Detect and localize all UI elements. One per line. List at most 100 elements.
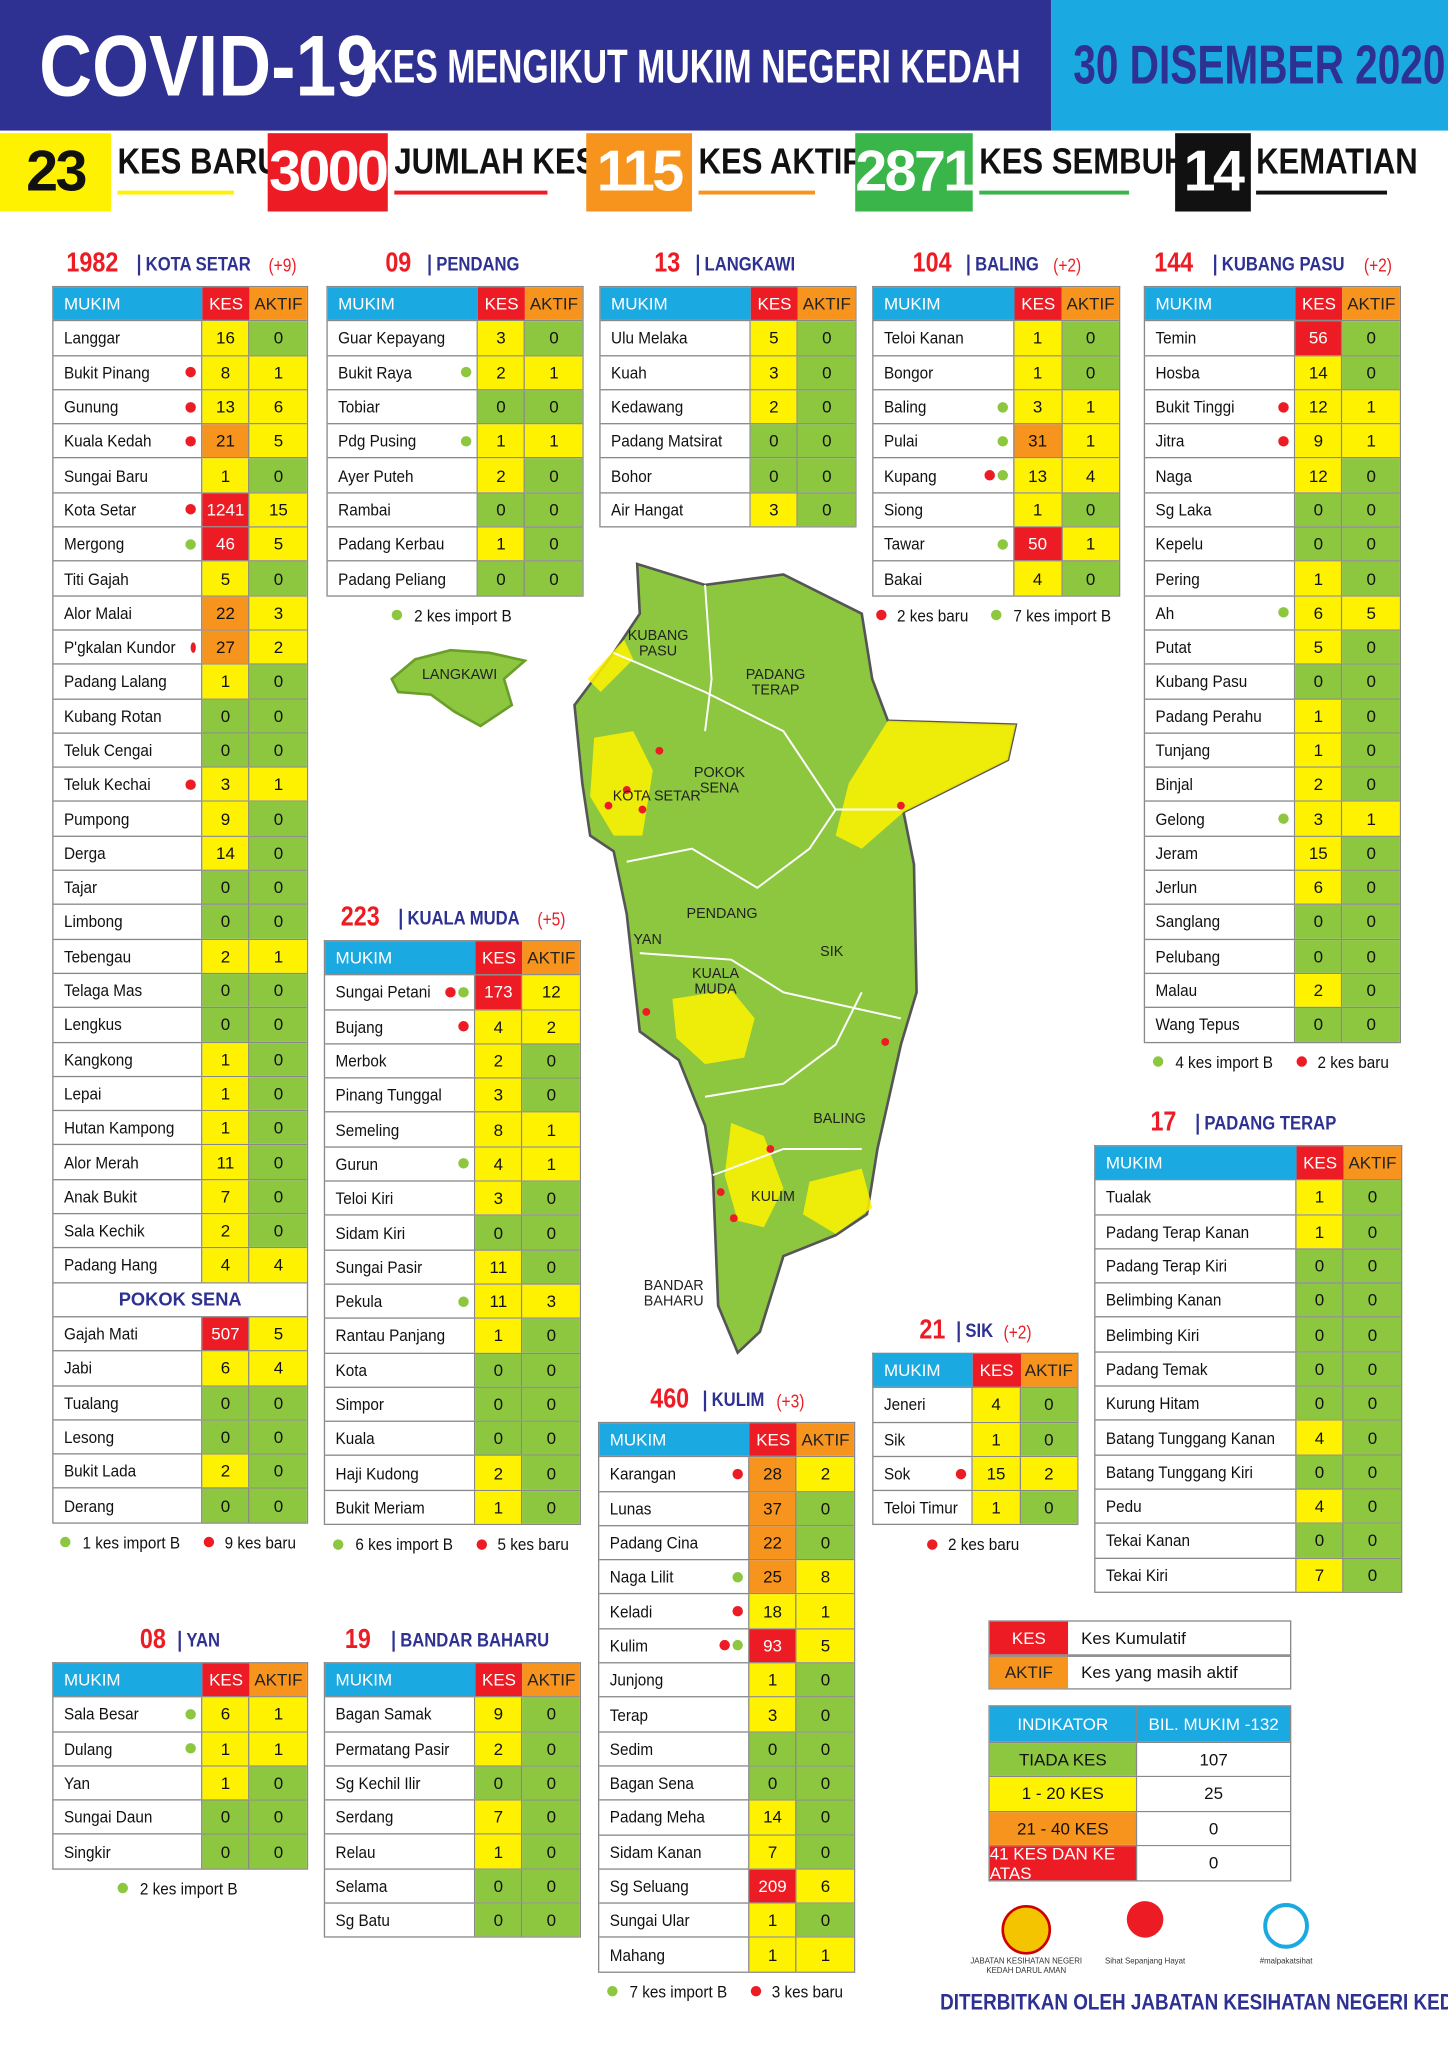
yellow-area xyxy=(587,639,634,693)
mukim-cell: Padang Terap Kanan xyxy=(1095,1215,1297,1249)
aktif-cell: 0 xyxy=(797,1697,854,1731)
mukim-cell: Gurun xyxy=(325,1147,476,1181)
mukim-name: Padang Hang xyxy=(63,1255,158,1275)
mukim-cell: Padang Lalang xyxy=(54,664,203,698)
mukim-name: Bukit Pinang xyxy=(63,362,150,383)
mukim-name: Guar Kepayang xyxy=(338,328,446,348)
mukim-name: Padang Perahu xyxy=(1155,705,1262,726)
indicator-row: TIADA KES 107 xyxy=(989,1741,1291,1776)
table-row: Sok 15 2 xyxy=(873,1456,1078,1492)
kes-cell: 14 xyxy=(749,1800,798,1834)
kes-cell: 9 xyxy=(475,1697,523,1731)
mukim-name: Lunas xyxy=(609,1498,652,1519)
table-row: Padang Meha 14 0 xyxy=(599,1800,854,1836)
mukim-name: Naga xyxy=(1155,465,1193,486)
kes-cell: 1 xyxy=(202,1732,251,1766)
mukim-cell: Jeneri xyxy=(873,1388,973,1422)
note-dot xyxy=(1152,1056,1163,1067)
mukim-cell: Mahang xyxy=(599,1938,750,1972)
mukim-cell: Lesong xyxy=(54,1420,203,1454)
header-aktif: AKTIF xyxy=(249,1663,307,1697)
case-dot xyxy=(732,1640,743,1651)
table-row: Gurun 4 1 xyxy=(325,1147,580,1182)
mukim-name: Teluk Kechai xyxy=(63,774,151,795)
aktif-cell: 0 xyxy=(797,1800,854,1834)
aktif-cell: 0 xyxy=(1344,1558,1401,1592)
mukim-cell: Pulai xyxy=(873,424,1015,458)
mukim-name: Teloi Timur xyxy=(883,1498,958,1518)
aktif-cell: 5 xyxy=(250,424,307,458)
aktif-cell: 0 xyxy=(1342,699,1400,733)
mukim-name: Terap xyxy=(609,1704,648,1725)
aktif-cell: 0 xyxy=(1344,1249,1401,1283)
district-name: BALING xyxy=(967,254,1039,276)
mukim-cell: Padang Cina xyxy=(599,1526,750,1560)
table-row: Jerlun 6 0 xyxy=(1145,870,1400,906)
kes-cell: 0 xyxy=(1295,939,1343,973)
notes: 2 kes baru xyxy=(872,1535,1078,1554)
table-row: Kangkong 1 0 xyxy=(53,1042,307,1077)
mukim-name: Padang Terap Kanan xyxy=(1105,1221,1250,1242)
header-mukim: MUKIM xyxy=(325,941,476,975)
aktif-cell: 15 xyxy=(250,493,307,527)
mukim-name: Kedawang xyxy=(611,396,684,417)
aktif-cell: 0 xyxy=(1344,1180,1401,1214)
table-row: Belimbing Kiri 0 0 xyxy=(1095,1318,1401,1353)
mukim-name: Keladi xyxy=(609,1601,653,1622)
district-change: (+3) xyxy=(776,1390,805,1412)
mukim-cell: Naga Lilit xyxy=(599,1560,750,1594)
header-aktif: AKTIF xyxy=(522,941,580,975)
mukim-cell: Bukit Meriam xyxy=(325,1490,476,1524)
aktif-cell: 0 xyxy=(522,1490,580,1524)
mukim-cell: Bukit Raya xyxy=(328,355,478,389)
case-dot xyxy=(460,367,472,378)
kes-cell: 7 xyxy=(202,1179,251,1213)
table-row: Sala Besar 6 1 xyxy=(53,1697,307,1733)
kes-cell: 3 xyxy=(1014,390,1063,424)
mukim-name: Sg Batu xyxy=(335,1910,390,1931)
table-row: Bakai 4 0 xyxy=(873,561,1119,597)
district-block: 21 SIK (+2) MUKIM KES AKTIF Jeneri 4 0 Sik 1 0 Sok 15… xyxy=(872,1312,1079,1554)
mukim-cell: Pelubang xyxy=(1145,939,1296,973)
mukim-cell: Sungai Daun xyxy=(54,1800,203,1834)
kes-cell: 507 xyxy=(202,1317,251,1351)
district-count: 104 xyxy=(912,248,952,279)
aktif-cell: 4 xyxy=(250,1351,307,1385)
note-text: 3 kes baru xyxy=(771,1981,843,2002)
kes-cell: 13 xyxy=(202,390,251,424)
mukim-name: Dulang xyxy=(63,1738,113,1759)
aktif-cell: 0 xyxy=(1342,905,1400,939)
kes-cell: 173 xyxy=(475,975,523,1009)
district-count: 223 xyxy=(340,902,380,933)
aktif-cell: 0 xyxy=(1062,561,1119,595)
mukim-cell: Junjong xyxy=(599,1663,750,1697)
mukim-cell: Jeram xyxy=(1145,836,1296,870)
table-row: Mahang 1 1 xyxy=(599,1938,854,1973)
mukim-cell: Tunjang xyxy=(1145,733,1296,767)
mukim-cell: Pdg Pusing xyxy=(328,424,478,458)
mukim-cell: Kuala Kedah xyxy=(54,424,203,458)
logos xyxy=(1001,1901,1309,1955)
indicator-header: INDIKATOR BIL. MUKIM -132 xyxy=(989,1706,1291,1742)
mukim-cell: Serdang xyxy=(325,1800,476,1834)
kes-cell: 0 xyxy=(475,1216,523,1250)
header-row: MUKIM KES AKTIF xyxy=(325,941,580,976)
mukim-name: Limbong xyxy=(63,911,123,932)
header-kes: KES xyxy=(1296,1146,1345,1180)
district-count: 19 xyxy=(344,1624,371,1655)
case-dot xyxy=(997,435,1008,447)
mukim-cell: Belimbing Kanan xyxy=(1095,1283,1297,1317)
district-title: 1982 KOTA SETAR (+9) xyxy=(52,245,308,279)
district-name: BANDAR BAHARU xyxy=(392,1630,549,1652)
mukim-name: Singkir xyxy=(63,1841,111,1862)
table-row: Ah 6 5 xyxy=(1145,596,1400,631)
mukim-name: Semeling xyxy=(335,1119,400,1140)
mukim-cell: Jabi xyxy=(54,1351,203,1385)
yellow-area xyxy=(802,1168,873,1234)
mukim-name: Mergong xyxy=(63,534,125,554)
mukim-name: Tajar xyxy=(63,877,98,898)
aktif-cell: 1 xyxy=(250,767,307,801)
aktif-cell: 0 xyxy=(1342,973,1400,1007)
aktif-cell: 0 xyxy=(250,836,307,870)
